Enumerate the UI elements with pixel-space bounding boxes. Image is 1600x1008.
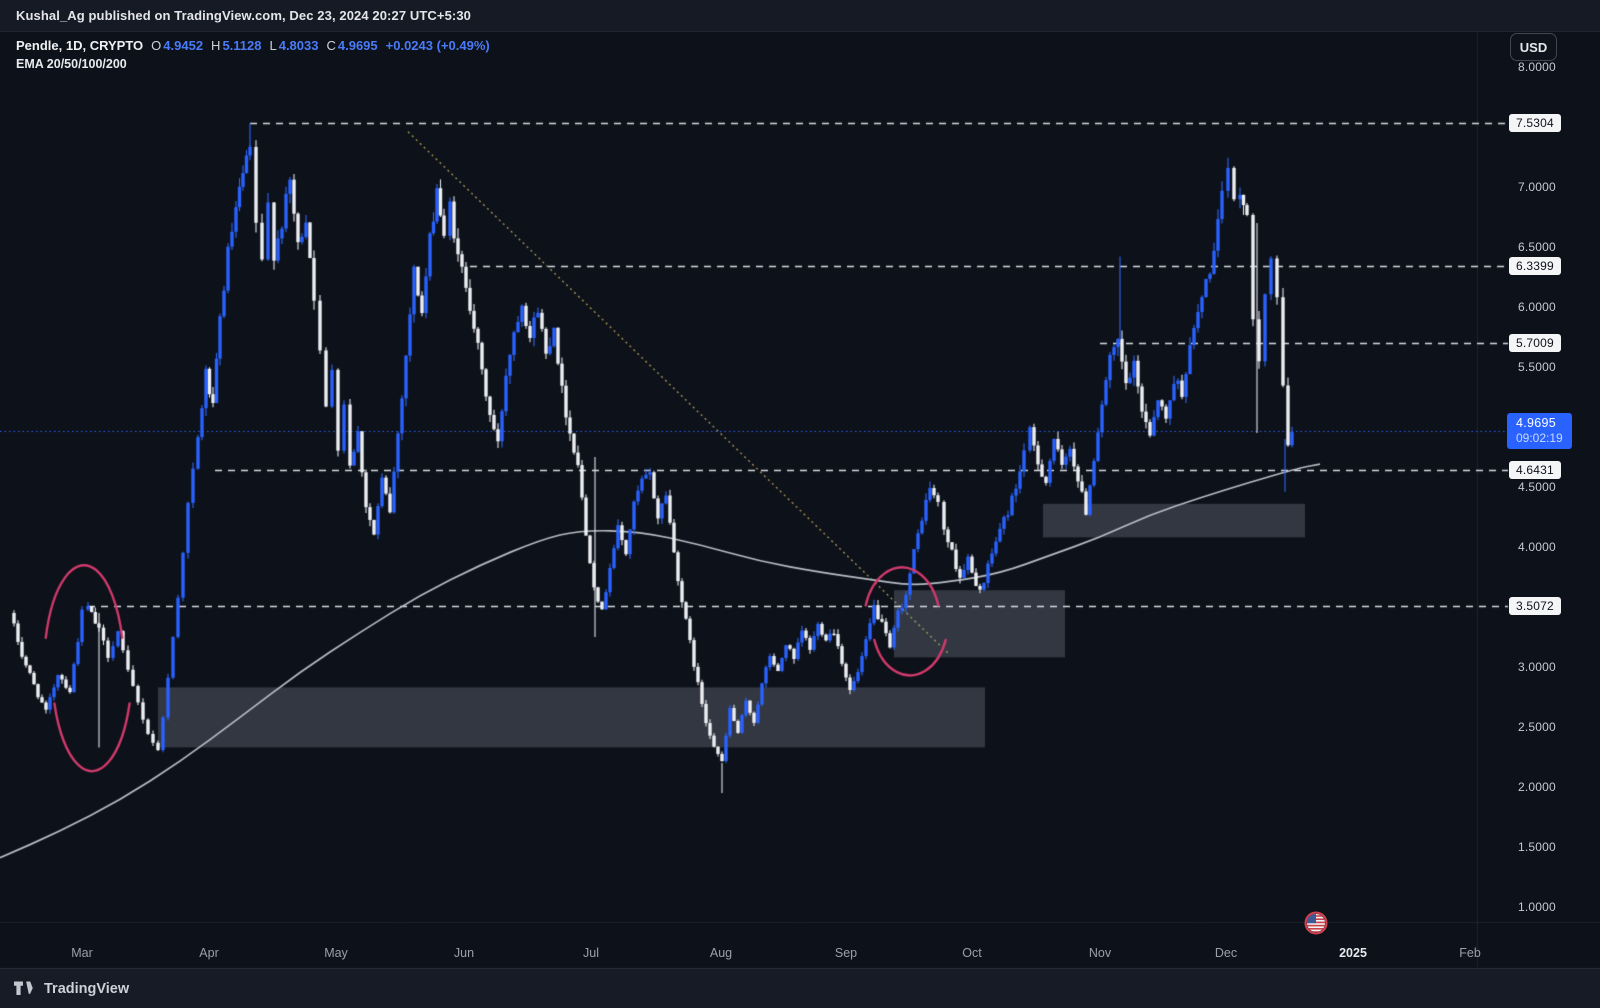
close-label: C [326,38,336,53]
time-tick-label: Nov [1088,946,1112,960]
price-level-badge: 4.6431 [1509,460,1561,479]
price-tick-label: 5.5000 [1518,360,1556,374]
price-tick-label: 6.0000 [1518,300,1556,314]
time-tick-label: Jun [453,946,475,960]
time-tick-label: Apr [199,946,219,960]
price-level-badge: 7.5304 [1509,114,1561,133]
high-value: 5.1128 [222,38,262,53]
time-tick-label: Aug [709,946,733,960]
time-tick-label: May [324,946,348,960]
us-flag-event-icon[interactable] [1303,910,1329,936]
time-tick-label: Dec [1214,946,1238,960]
price-level-badge: 6.3399 [1509,257,1561,276]
open-label: O [151,38,162,53]
price-tick-label: 2.0000 [1518,780,1556,794]
price-level-badge: 5.7009 [1509,333,1561,352]
time-tick-label: Oct [962,946,982,960]
tradingview-brand-name: TradingView [44,980,130,997]
price-level-badge: 3.5072 [1509,597,1561,616]
currency-toggle-button[interactable]: USD [1510,33,1557,61]
price-tick-label: 4.0000 [1518,540,1556,554]
high-label: H [211,38,221,53]
price-tick-label: 1.5000 [1518,840,1556,854]
price-tick-label: 6.5000 [1518,240,1556,254]
low-label: L [269,38,277,53]
time-tick-label: Feb [1459,946,1481,960]
close-value: 4.9695 [337,38,378,53]
open-value: 4.9452 [163,38,204,53]
tradingview-brand-link[interactable]: TradingView [14,980,129,997]
price-tick-label: 4.5000 [1518,480,1556,494]
symbol-title[interactable]: Pendle, 1D, CRYPTO [16,38,144,53]
time-tick-label: Mar [71,946,93,960]
price-tick-label: 3.0000 [1518,660,1556,674]
symbol-ohlc-row: Pendle, 1D, CRYPTO O 4.9452 H 5.1128 L 4.8033 C… [16,38,492,53]
current-price-badge: 4.9695 09:02:19 [1507,412,1572,449]
low-value: 4.8033 [278,38,319,53]
publish-bar: Kushal_Ag published on TradingView.com, … [0,0,1600,32]
chart-legend: Pendle, 1D, CRYPTO O 4.9452 H 5.1128 L 4.8033 C… [16,38,492,71]
price-tick-label: 7.0000 [1518,180,1556,194]
price-tick-label: 8.0000 [1518,60,1556,74]
time-tick-label: Jul [583,946,599,960]
publish-attribution: Kushal_Ag published on TradingView.com, … [16,8,471,23]
time-tick-label: Sep [834,946,858,960]
time-tick-label: 2025 [1339,946,1367,960]
footer-bar: TradingView [0,968,1600,1008]
price-tick-label: 2.5000 [1518,720,1556,734]
tradingview-logo-icon [14,981,36,995]
price-tick-label: 1.0000 [1518,900,1556,914]
change-value: +0.0243 (+0.49%) [385,38,490,53]
ema-indicator-label[interactable]: EMA 20/50/100/200 [16,57,127,71]
